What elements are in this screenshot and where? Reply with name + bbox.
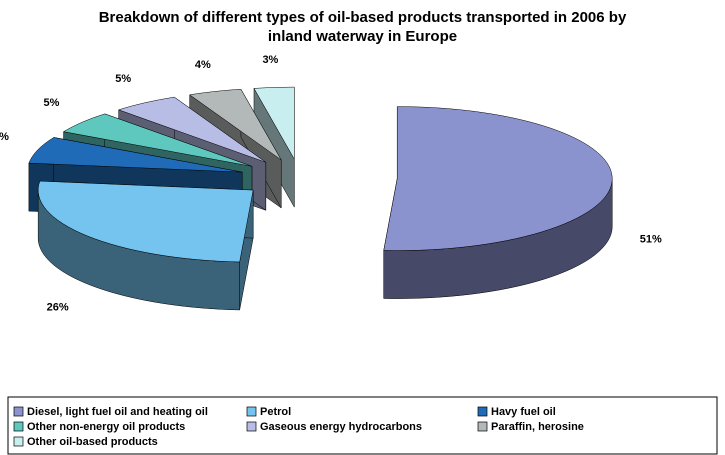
legend-swatch: [13, 406, 24, 417]
slice: [117, 96, 266, 163]
data-label: 5%: [44, 97, 60, 109]
legend-swatch: [13, 436, 24, 447]
slice: [62, 113, 253, 167]
chart-title: Breakdown of different types of oil-base…: [98, 9, 627, 45]
slice: [28, 137, 243, 173]
legend-swatch: [477, 406, 488, 417]
slice: [37, 180, 254, 263]
data-label: 4%: [195, 59, 211, 71]
slice: [189, 88, 282, 161]
slice: [253, 86, 295, 161]
legend-label: Petrol: [260, 406, 291, 418]
legend-box: [7, 396, 718, 455]
data-label: 3%: [262, 54, 278, 66]
data-label: 51%: [640, 233, 662, 245]
legend-swatch: [13, 421, 24, 432]
legend-label: Gaseous energy hydrocarbons: [260, 421, 422, 433]
legend-swatch: [246, 406, 257, 417]
legend-label: Other oil-based products: [27, 436, 158, 448]
data-label: 6%: [0, 131, 9, 143]
legend-swatch: [477, 421, 488, 432]
legend-label: Paraffin, herosine: [491, 421, 584, 433]
data-label: 5%: [115, 73, 131, 85]
slice: [383, 106, 613, 251]
legend-label: Other non-energy oil products: [27, 421, 185, 433]
legend-label: Havy fuel oil: [491, 406, 556, 418]
legend-label: Diesel, light fuel oil and heating oil: [27, 406, 208, 418]
legend-swatch: [246, 421, 257, 432]
data-label: 26%: [47, 302, 69, 314]
